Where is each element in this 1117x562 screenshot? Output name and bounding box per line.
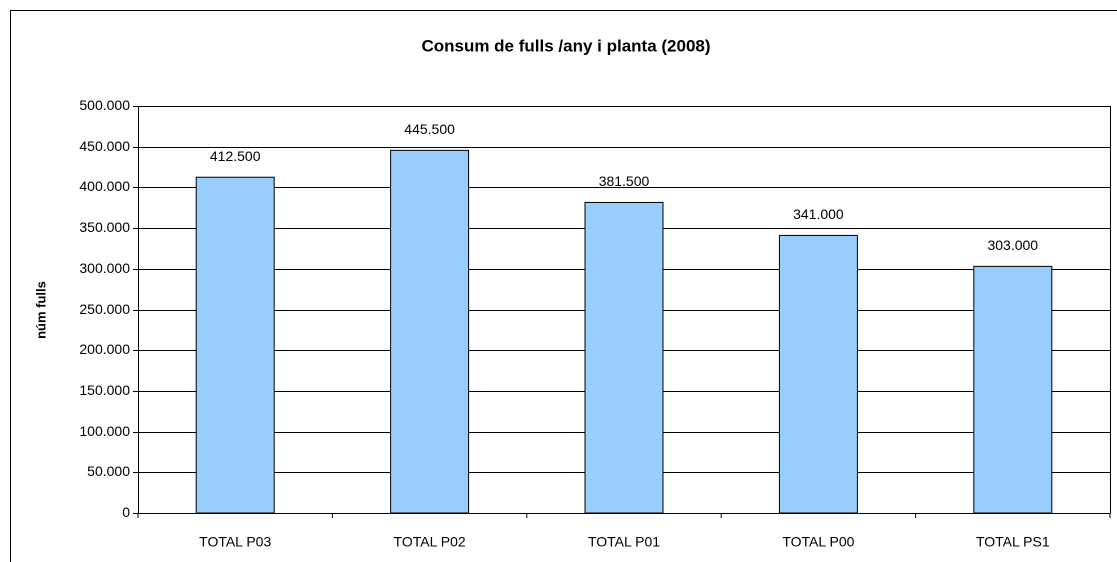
y-tick-label: 350.000: [79, 219, 130, 235]
y-tick-label: 0: [122, 504, 130, 520]
data-label: 381.500: [599, 173, 650, 189]
y-axis-title: núm fulls: [33, 281, 48, 339]
data-label: 445.500: [404, 121, 455, 137]
y-tick-label: 500.000: [79, 97, 130, 113]
x-tick-label: TOTAL P03: [199, 534, 271, 550]
data-label: 341.000: [793, 206, 844, 222]
bar: [778, 234, 858, 514]
y-tick-label: 100.000: [79, 423, 130, 439]
bar: [195, 176, 275, 514]
bar: [390, 149, 470, 514]
chart-title: Consum de fulls /any i planta (2008): [421, 36, 710, 55]
y-tick-label: 400.000: [79, 178, 130, 194]
x-tick-label: TOTAL P00: [782, 534, 854, 550]
bar: [973, 265, 1053, 514]
x-tick-label: TOTAL P02: [394, 534, 466, 550]
bar: [584, 201, 664, 514]
y-tick-label: 200.000: [79, 341, 130, 357]
y-tick-label: 250.000: [79, 301, 130, 317]
x-tick-label: TOTAL PS1: [976, 534, 1050, 550]
y-tick-label: 300.000: [79, 260, 130, 276]
x-tick-label: TOTAL P01: [588, 534, 660, 550]
y-tick-label: 450.000: [79, 138, 130, 154]
data-label: 303.000: [987, 237, 1038, 253]
y-tick-label: 150.000: [79, 382, 130, 398]
y-tick-label: 50.000: [87, 463, 130, 479]
data-label: 412.500: [210, 148, 261, 164]
chart-border: [10, 10, 1117, 562]
